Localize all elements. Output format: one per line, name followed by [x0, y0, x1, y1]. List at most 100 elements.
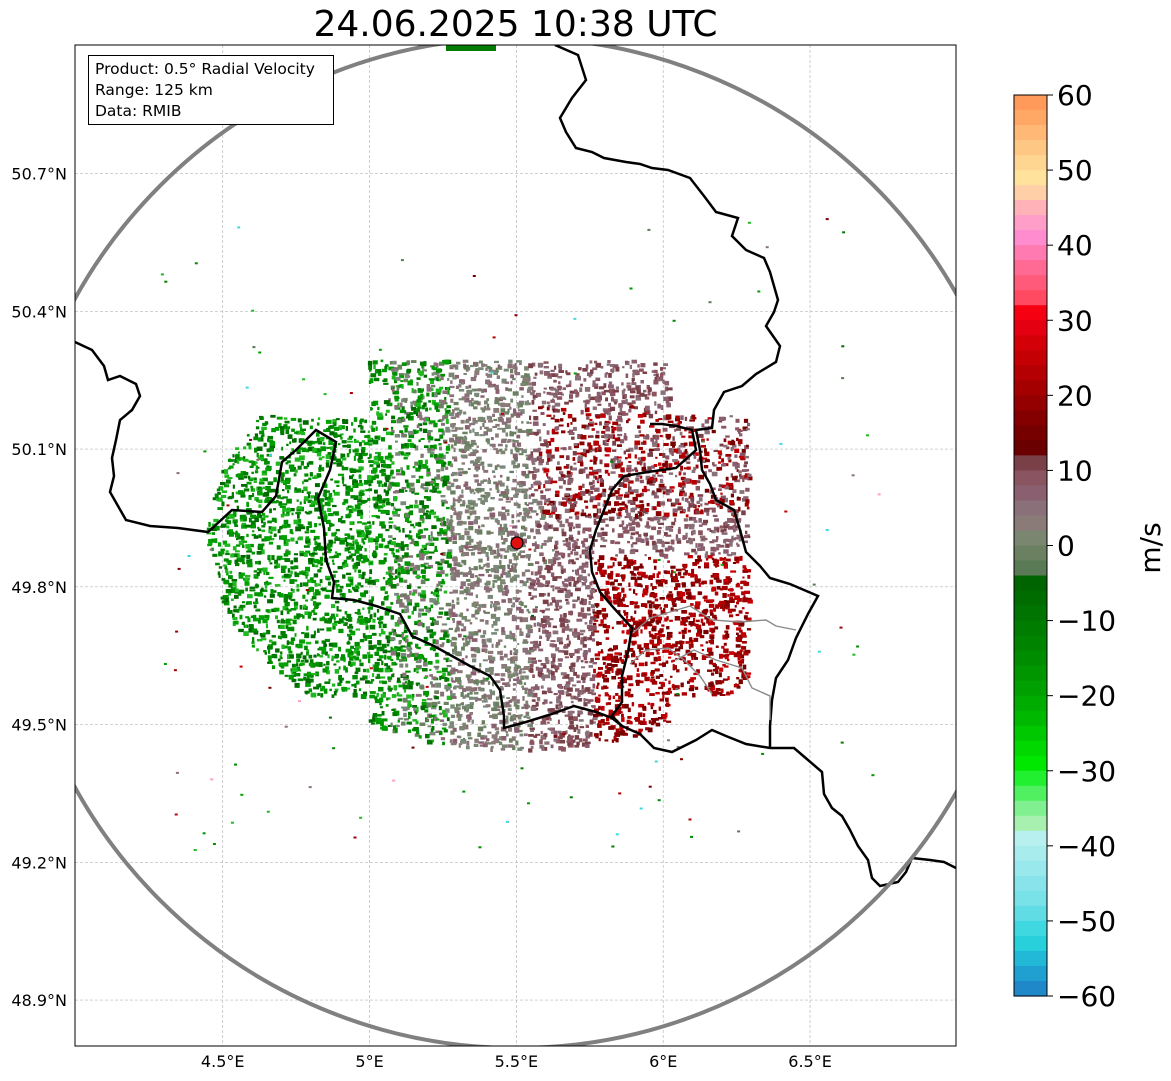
echo-cell: [560, 474, 566, 478]
echo-cell: [727, 658, 730, 662]
echo-cell: [375, 369, 381, 373]
echo-cell: [711, 487, 716, 490]
echo-cell: [357, 534, 362, 538]
echo-cell: [297, 465, 302, 470]
echo-cell: [729, 415, 733, 418]
echo-cell: [587, 573, 591, 577]
echo-cell: [601, 430, 605, 434]
echo-cell: [584, 449, 590, 454]
echo-cell: [697, 591, 702, 596]
echo-cell: [307, 440, 313, 445]
echo-cell: [642, 593, 645, 598]
echo-cell: [513, 652, 518, 656]
echo-cell: [630, 543, 634, 548]
echo-cell: [339, 425, 345, 430]
echo-cell: [430, 379, 434, 384]
echo-cell: [622, 623, 627, 628]
echo-cell: [711, 586, 717, 592]
echo-cell: [471, 398, 474, 401]
echo-cell: [700, 445, 706, 448]
echo-cell: [508, 559, 513, 564]
echo-cell: [404, 605, 409, 609]
echo-cell: [345, 485, 350, 491]
echo-cell: [522, 641, 529, 644]
echo-cell: [481, 409, 485, 413]
echo-cell: [592, 383, 599, 388]
echo-cell: [732, 444, 737, 448]
echo-cell: [731, 552, 737, 556]
echo-cell: [589, 496, 596, 501]
echo-cell: [252, 530, 255, 533]
echo-cell: [412, 719, 417, 722]
echo-cell: [556, 738, 561, 743]
echo-cell: [559, 739, 566, 744]
echo-cell: [537, 667, 544, 673]
echo-cell: [468, 521, 474, 526]
echo-cell: [720, 529, 724, 533]
echo-cell: [409, 653, 415, 657]
echo-cell: [583, 424, 590, 428]
echo-cell: [274, 584, 281, 587]
echo-cell: [563, 619, 569, 623]
echo-cell: [735, 418, 740, 423]
echo-cell: [466, 608, 469, 612]
echo-cell: [710, 552, 715, 556]
echo-cell: [403, 687, 407, 693]
echo-cell: [395, 391, 400, 395]
echo-cell: [528, 748, 533, 753]
echo-cell: [534, 541, 537, 545]
echo-cell: [458, 743, 461, 748]
echo-cell: [589, 421, 594, 424]
echo-cell: [684, 428, 687, 432]
echo-cell: [520, 533, 524, 538]
echo-cell: [427, 608, 430, 614]
echo-cell: [577, 698, 583, 702]
echo-cell: [480, 407, 487, 410]
echo-cell: [579, 629, 586, 633]
echo-cell: [532, 390, 536, 393]
echo-cell: [290, 637, 296, 642]
echo-cell: [655, 692, 660, 695]
echo-cell: [634, 581, 638, 587]
echo-cell: [236, 505, 239, 510]
echo-cell: [739, 475, 745, 480]
echo-cell: [269, 593, 275, 598]
echo-cell: [561, 556, 565, 559]
echo-cell: [624, 360, 628, 364]
echo-cell: [461, 381, 464, 385]
echo-cell: [446, 524, 452, 530]
echo-cell: [445, 602, 452, 607]
echo-cell: [357, 521, 362, 524]
echo-cell: [640, 492, 644, 497]
echo-cell: [593, 518, 597, 523]
echo-cell: [640, 419, 645, 424]
echo-cell: [667, 420, 674, 423]
echo-cell: [490, 497, 495, 500]
echo-cell: [293, 615, 297, 619]
echo-cell: [378, 509, 381, 512]
echo-cell: [391, 429, 395, 434]
echo-cell: [482, 641, 487, 646]
echo-cell: [333, 491, 340, 496]
echo-cell: [723, 579, 729, 583]
echo-cell: [347, 505, 353, 508]
echo-cell: [258, 560, 261, 565]
echo-cell: [468, 444, 472, 449]
echo-cell: [300, 659, 305, 663]
echo-cell: [441, 623, 448, 626]
echo-cell: [742, 664, 747, 670]
echo-cell: [335, 585, 339, 589]
echo-cell: [365, 578, 370, 584]
echo-cell: [318, 523, 322, 526]
echo-cell: [682, 583, 686, 588]
echo-cell: [595, 363, 601, 368]
echo-cell: [730, 473, 734, 478]
echo-cell: [408, 555, 414, 558]
echo-cell: [242, 471, 249, 476]
echo-cell: [599, 477, 603, 483]
echo-cell: [736, 534, 740, 537]
echo-cell: [417, 388, 422, 391]
echo-cell: [475, 362, 478, 367]
echo-cell: [424, 659, 427, 663]
echo-cell: [725, 435, 730, 438]
